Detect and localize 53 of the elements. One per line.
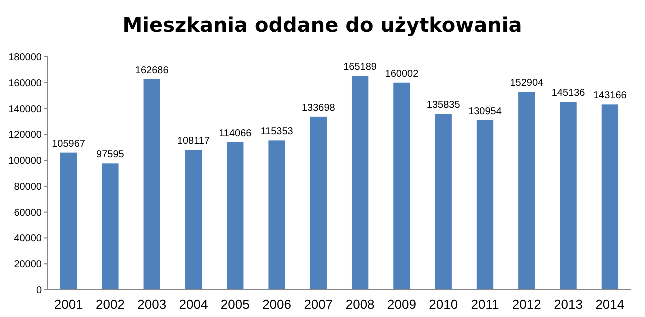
- data-label: 105967: [52, 138, 86, 150]
- x-tick-label: 2003: [138, 297, 167, 312]
- x-tick-label: 2009: [388, 297, 416, 312]
- y-tick-label: 20000: [14, 260, 42, 271]
- y-tick-label: 120000: [8, 130, 42, 142]
- x-tick-label: 2014: [596, 297, 625, 312]
- bar: [227, 142, 244, 290]
- data-label: 135835: [426, 100, 461, 112]
- x-tick-label: 2005: [220, 297, 250, 312]
- bar: [602, 104, 619, 290]
- data-label: 133698: [302, 102, 336, 114]
- x-tick-label: 2001: [54, 297, 84, 312]
- data-label: 114066: [219, 128, 252, 140]
- y-tick-label: 160000: [8, 78, 42, 90]
- x-tick-label: 2012: [512, 297, 542, 312]
- y-tick-label: 180000: [8, 52, 42, 64]
- x-tick-label: 2010: [429, 297, 458, 312]
- data-label: 130954: [468, 106, 502, 118]
- bar: [144, 79, 160, 290]
- x-tick-label: 2013: [554, 297, 583, 312]
- data-label: 115353: [260, 126, 294, 138]
- bar: [394, 82, 410, 290]
- data-label: 152904: [510, 78, 544, 90]
- data-label: 143166: [593, 90, 628, 102]
- y-tick-label: 100000: [8, 156, 42, 168]
- x-tick-label: 2006: [262, 297, 292, 312]
- bar: [352, 76, 369, 290]
- x-tick-label: 2004: [179, 297, 208, 312]
- x-tick-label: 2007: [304, 297, 334, 312]
- bar: [102, 164, 119, 290]
- x-tick-label: 2002: [96, 297, 125, 312]
- data-label: 97595: [96, 150, 125, 161]
- bar: [310, 116, 328, 290]
- bar: [185, 150, 202, 290]
- bar: [60, 152, 78, 290]
- data-label: 108117: [177, 136, 210, 148]
- bar: [476, 120, 494, 290]
- data-label: 162686: [135, 65, 170, 76]
- x-tick-label: 2011: [471, 297, 500, 312]
- data-label: 160002: [385, 68, 420, 80]
- y-tick-label: 140000: [8, 104, 42, 116]
- bar: [435, 114, 452, 290]
- data-label: 165189: [344, 62, 378, 74]
- bar: [268, 140, 286, 290]
- y-tick-label: 60000: [14, 208, 42, 219]
- y-tick-label: 80000: [14, 182, 42, 193]
- bar: [518, 92, 536, 290]
- chart-title: Mieszkania oddane do użytkowania: [122, 13, 522, 37]
- x-tick-label: 2008: [346, 297, 375, 312]
- y-tick-label: 0: [36, 286, 42, 296]
- bar: [560, 102, 577, 290]
- data-label: 145136: [552, 88, 586, 100]
- y-tick-label: 40000: [14, 234, 42, 245]
